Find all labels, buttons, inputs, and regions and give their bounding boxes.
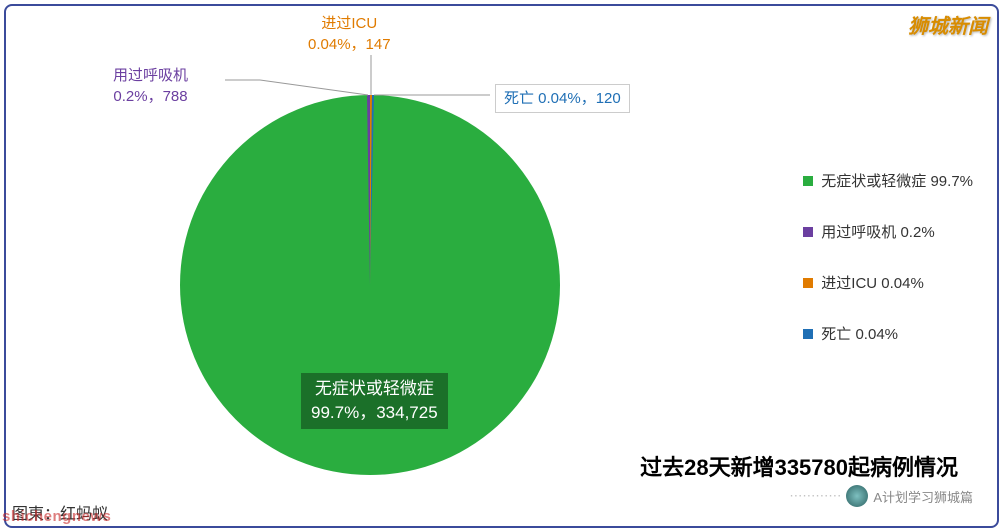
callout-mild: 无症状或轻微症 99.7%，334,725 — [293, 370, 456, 432]
legend-label: 死亡 0.04% — [821, 323, 898, 344]
callout-vent: 用过呼吸机 0.2%，788 — [105, 62, 196, 110]
subscribe-bar: ⋯⋯⋯⋯ A计划学习狮城篇 — [789, 485, 973, 507]
legend-label: 用过呼吸机 0.2% — [821, 221, 934, 242]
legend-item: 死亡 0.04% — [803, 323, 973, 344]
callout-death: 死亡 0.04%，120 — [495, 84, 630, 113]
callout-icu: 进过ICU 0.04%，147 — [300, 10, 399, 58]
legend-item: 用过呼吸机 0.2% — [803, 221, 973, 242]
legend-marker — [803, 278, 813, 288]
avatar-icon — [846, 485, 868, 507]
chart-title: 过去28天新增335780起病例情况 — [640, 450, 958, 482]
legend: 无症状或轻微症 99.7% 用过呼吸机 0.2% 进过ICU 0.04% 死亡 … — [803, 170, 973, 374]
subscribe-label: A计划学习狮城篇 — [873, 487, 973, 506]
legend-label: 无症状或轻微症 99.7% — [821, 170, 973, 191]
legend-label: 进过ICU 0.04% — [821, 272, 924, 293]
legend-item: 无症状或轻微症 99.7% — [803, 170, 973, 191]
legend-marker — [803, 329, 813, 339]
legend-marker — [803, 176, 813, 186]
legend-marker — [803, 227, 813, 237]
legend-item: 进过ICU 0.04% — [803, 272, 973, 293]
watermark-bottom: shichengnews — [2, 508, 111, 525]
leader-vent — [260, 80, 368, 95]
